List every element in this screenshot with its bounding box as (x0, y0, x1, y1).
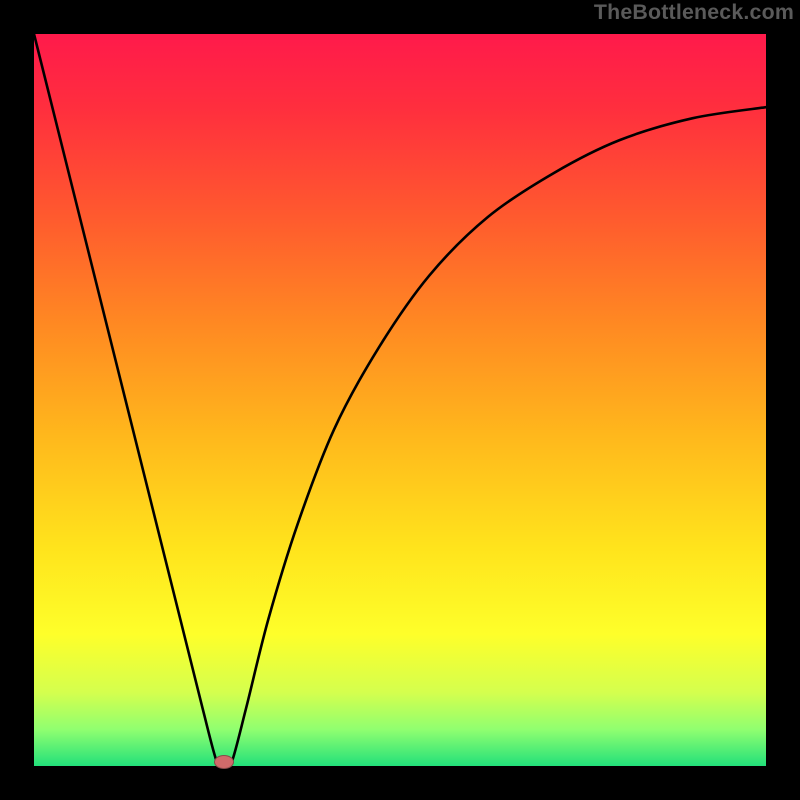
curve-layer (34, 34, 766, 766)
chart-root: TheBottleneck.com (0, 0, 800, 800)
bottleneck-curve (34, 34, 766, 767)
optimum-marker (214, 755, 234, 769)
plot-area (34, 34, 766, 766)
attribution-label: TheBottleneck.com (594, 0, 794, 25)
